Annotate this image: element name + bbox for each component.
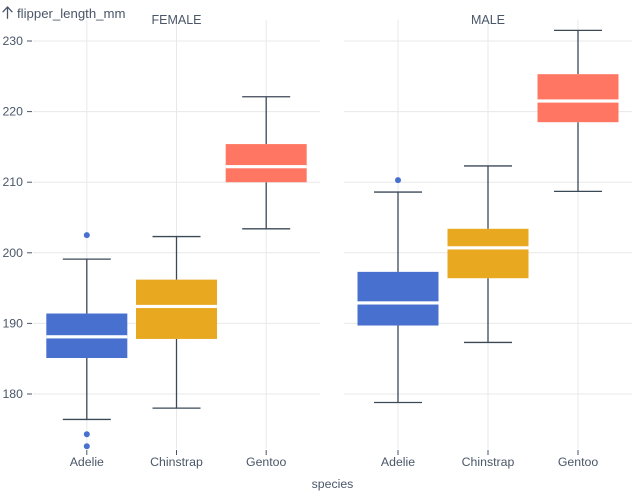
svg-text:200: 200 xyxy=(2,246,23,260)
svg-text:210: 210 xyxy=(2,175,23,189)
svg-text:220: 220 xyxy=(2,105,23,119)
svg-text:Adelie: Adelie xyxy=(70,455,104,469)
svg-text:180: 180 xyxy=(2,387,23,401)
svg-text:Adelie: Adelie xyxy=(381,455,415,469)
svg-text:230: 230 xyxy=(2,34,23,48)
svg-text:Gentoo: Gentoo xyxy=(246,455,286,469)
svg-text:Chinstrap: Chinstrap xyxy=(150,455,203,469)
svg-text:190: 190 xyxy=(2,316,23,330)
svg-text:Chinstrap: Chinstrap xyxy=(462,455,515,469)
svg-text:Gentoo: Gentoo xyxy=(558,455,598,469)
